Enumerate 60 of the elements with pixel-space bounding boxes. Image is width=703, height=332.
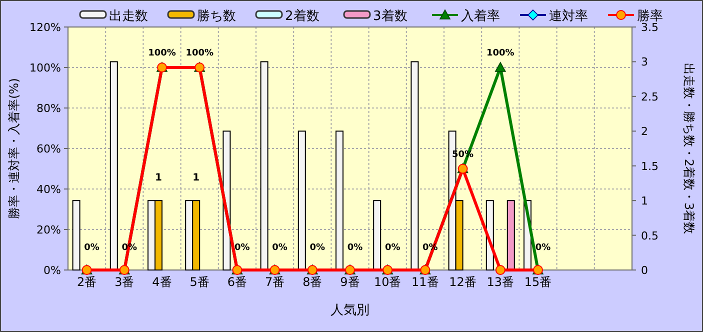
x-tick-label: 13番 [486,275,514,289]
data-label: 0% [84,243,100,253]
y2-tick-label: 0.5 [641,229,658,242]
bar [298,130,306,270]
y-tick-label: 60% [36,142,61,156]
y-tick-label: 20% [36,224,61,236]
x-tick-label: 7番 [264,275,285,289]
y-axis-title: 勝率・連対率・入着率(%) [7,78,21,219]
y-tick-label: 100% [30,62,61,74]
y2-tick-label: 3 [641,56,648,69]
data-label: 0% [234,243,250,253]
data-label: 1 [155,172,162,184]
bar [410,61,419,270]
bar [110,61,118,270]
y2-tick-label: 1.5 [641,160,658,173]
legend-label: 勝率 [637,8,663,24]
data-label: 0% [535,243,551,253]
x-tick-label: 8番 [302,275,322,289]
y2-tick-label: 2.5 [641,90,658,104]
data-label: 0% [272,243,288,253]
x-tick-label: 5番 [190,275,210,289]
data-label: 100% [486,48,514,58]
legend-label: 出走数 [109,9,148,24]
legend-label: 入着率 [461,8,500,24]
y2-tick-label: 3.5 [641,21,658,34]
bar [260,61,268,270]
y2-tick-label: 0 [641,264,648,277]
y-tick-label: 0% [44,264,61,277]
bar [72,200,80,270]
point [495,62,506,72]
y-tick-label: 80% [36,102,61,115]
x-tick-label: 15番 [524,275,552,289]
data-label: 0% [347,243,363,253]
x-tick-label: 6番 [227,275,248,289]
x-axis-title: 人気別 [330,303,370,318]
y-tick-label: 120% [30,21,61,34]
y-tick-label: 40% [36,183,61,196]
point [495,265,506,275]
legend-label: 3着数 [373,8,408,24]
legend-label: 勝ち数 [197,9,236,24]
data-label: 1 [192,172,200,184]
y2-tick-label: 1 [641,194,648,208]
legend-label: 連対率 [549,8,588,24]
data-label: 0% [310,243,326,253]
x-tick-label: 3番 [114,275,134,289]
x-tick-label: 4番 [152,275,172,289]
x-tick-label: 12番 [449,275,476,289]
x-tick-label: 2番 [76,275,97,289]
x-tick-label: 9番 [340,275,360,289]
y2-axis-title: 出走数・勝ち数・2着数・3着数 [682,62,696,234]
data-label: 100% [186,48,214,58]
bar [373,200,382,270]
y2-tick-label: 2 [641,125,648,138]
data-label: 100% [148,48,176,58]
x-tick-label: 11番 [412,275,439,289]
bar [336,130,344,270]
bar [506,200,515,270]
legend-label: 2着数 [285,8,320,24]
data-label: 0% [384,243,400,253]
x-tick-label: 10番 [374,275,402,289]
